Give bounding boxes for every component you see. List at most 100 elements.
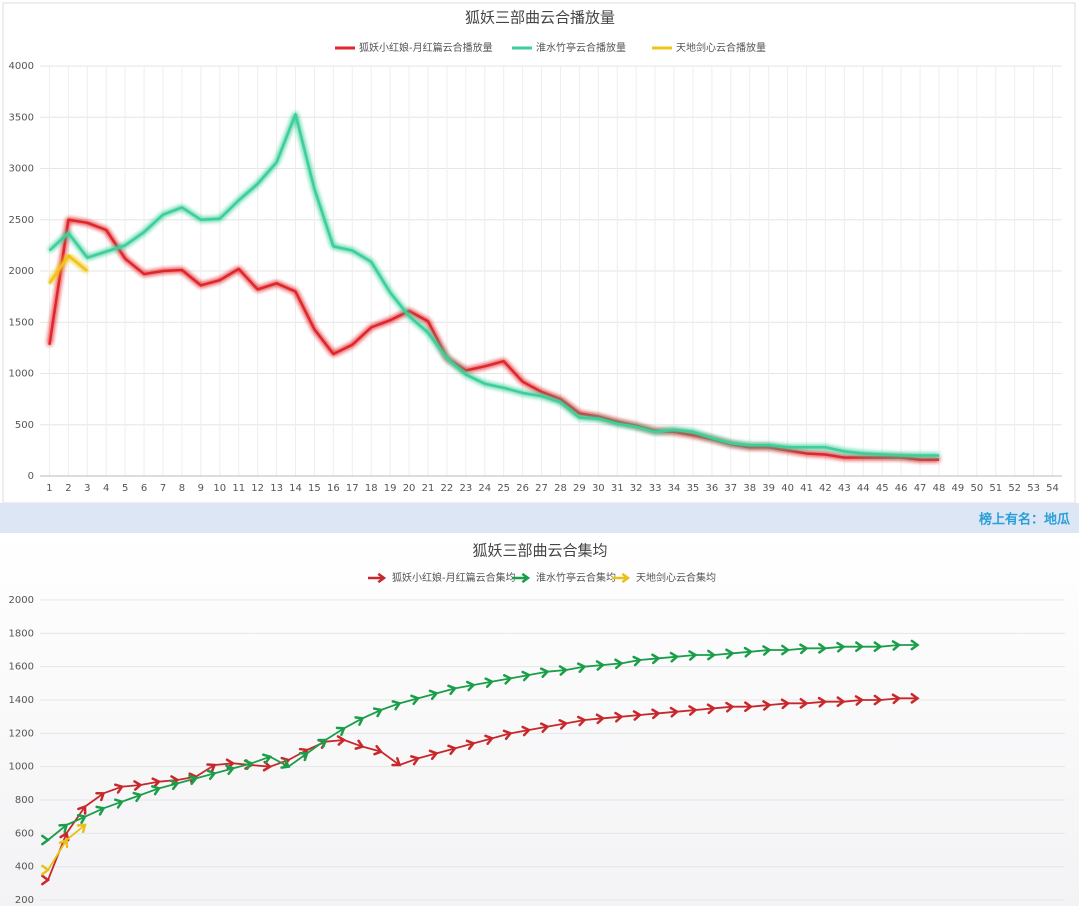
arrow-marker (632, 710, 643, 721)
arrow-marker (521, 670, 532, 682)
arrow-marker (651, 708, 661, 720)
arrow-marker (243, 759, 254, 771)
arrow-marker (502, 729, 513, 741)
arrow-marker (558, 719, 569, 730)
arrow-marker (558, 665, 569, 676)
x-tick-label: 8 (179, 483, 185, 494)
legend-label: 淮水竹亭云合集均 (536, 571, 616, 584)
x-tick-label: 34 (668, 483, 681, 494)
arrow-marker (151, 777, 162, 788)
arrow-marker (539, 722, 550, 733)
arrow-marker (169, 779, 180, 791)
y-tick-label: 1000 (9, 762, 34, 773)
arrow-marker (614, 711, 624, 723)
arrow-marker (354, 716, 365, 726)
y-tick-label: 2500 (9, 215, 34, 226)
arrow-marker (114, 783, 125, 794)
y-tick-label: 1500 (9, 317, 34, 328)
arrow-marker (58, 823, 69, 834)
arrow-marker (465, 739, 476, 751)
x-tick-label: 42 (819, 483, 832, 494)
x-tick-label: 38 (743, 483, 756, 494)
arrow-marker (95, 805, 106, 816)
x-tick-label: 21 (422, 483, 435, 494)
x-tick-label: 50 (970, 483, 983, 494)
legend-swatch (512, 572, 531, 584)
legend-label: 狐妖小红娘-月红篇云合集均 (392, 571, 516, 584)
x-tick-label: 43 (838, 483, 851, 494)
chart-title: 狐妖三部曲云合播放量 (465, 9, 615, 27)
y-tick-label: 500 (15, 420, 34, 431)
y-tick-label: 200 (15, 895, 34, 906)
x-tick-label: 6 (141, 483, 147, 494)
series-line (47, 644, 918, 841)
arrow-marker (799, 697, 809, 709)
arrow-marker (836, 696, 846, 708)
legend-label: 淮水竹亭云合播放量 (536, 41, 626, 54)
x-tick-label: 29 (573, 483, 586, 494)
y-tick-label: 1400 (9, 695, 34, 706)
arrow-marker (372, 707, 383, 718)
y-tick-label: 1800 (9, 628, 34, 639)
x-tick-label: 41 (800, 483, 813, 494)
y-tick-label: 0 (28, 471, 34, 482)
x-tick-label: 47 (914, 483, 927, 494)
arrow-marker (410, 755, 421, 766)
arrow-marker (854, 695, 865, 706)
arrow-marker (354, 739, 365, 750)
arrow-marker (743, 646, 754, 658)
x-tick-label: 37 (724, 483, 737, 494)
series-line (48, 112, 939, 457)
arrow-marker (521, 725, 532, 737)
arrow-marker (502, 674, 513, 685)
arrow-marker (373, 744, 384, 756)
y-tick-label: 400 (15, 862, 34, 873)
arrow-marker (706, 703, 717, 715)
banner-strip (0, 503, 1079, 533)
x-tick-label: 53 (1027, 483, 1040, 494)
x-tick-label: 17 (346, 483, 359, 494)
legend-label: 天地剑心云合播放量 (676, 41, 766, 54)
arrow-marker (817, 696, 828, 708)
arrow-marker (76, 823, 87, 834)
panel-top (2, 2, 1076, 504)
arrow-marker (58, 838, 69, 849)
banner-text: 榜上有名：地瓜 (979, 512, 1070, 528)
arrow-marker (744, 701, 754, 713)
arrow-marker (836, 641, 846, 653)
arrow-marker (335, 726, 346, 737)
arrow-marker (891, 640, 902, 651)
y-tick-label: 3000 (9, 164, 34, 175)
arrow-marker (799, 643, 809, 655)
x-tick-label: 4 (103, 483, 109, 494)
arrow-marker (447, 744, 458, 756)
arrow-marker (484, 677, 495, 688)
arrow-marker (762, 700, 772, 711)
arrow-marker (669, 651, 680, 663)
x-tick-label: 40 (781, 483, 794, 494)
arrow-marker (114, 798, 125, 809)
y-tick-label: 2000 (9, 266, 34, 277)
y-tick-label: 1600 (9, 662, 34, 673)
x-tick-label: 13 (270, 483, 283, 494)
arrow-marker (855, 641, 865, 653)
x-tick-label: 33 (649, 483, 662, 494)
x-tick-label: 27 (535, 483, 548, 494)
arrow-marker (465, 680, 476, 692)
x-tick-label: 3 (84, 483, 90, 494)
x-tick-label: 49 (952, 483, 965, 494)
legend-swatch (612, 572, 631, 584)
arrow-marker (41, 874, 51, 886)
arrow-marker (262, 753, 273, 764)
arrow-marker (539, 667, 550, 678)
arrow-marker (576, 662, 587, 673)
arrow-marker (298, 752, 309, 762)
arrow-marker (410, 694, 421, 706)
arrow-marker (910, 639, 920, 651)
x-tick-label: 19 (384, 483, 397, 494)
y-tick-label: 600 (15, 828, 34, 839)
x-tick-label: 9 (198, 483, 204, 494)
x-tick-label: 26 (516, 483, 529, 494)
arrow-marker (336, 735, 347, 746)
